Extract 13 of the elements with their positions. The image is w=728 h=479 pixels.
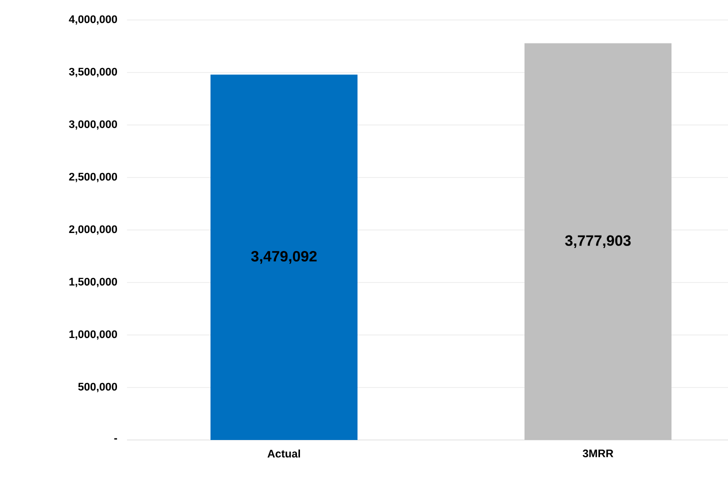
y-tick-label: 1,500,000 [69,278,118,288]
x-tick-label: Actual [268,450,300,458]
y-tick-label: 3,500,000 [68,68,118,78]
y-tick-label: 2,000,000 [69,225,118,235]
y-tick-label: 2,500,000 [69,172,118,182]
y-tick-label: 1,000,000 [69,330,118,340]
y-tick-label: 500,000 [78,382,118,392]
data-label: 3,479,092 [251,250,317,264]
y-tick-label: 3,000,000 [68,120,118,130]
y-tick-label: - [114,438,118,440]
y-tick-label: 4,000,000 [68,15,118,25]
data-label: 3,777,903 [565,235,631,248]
x-tick-label: 3MRR [582,450,614,458]
